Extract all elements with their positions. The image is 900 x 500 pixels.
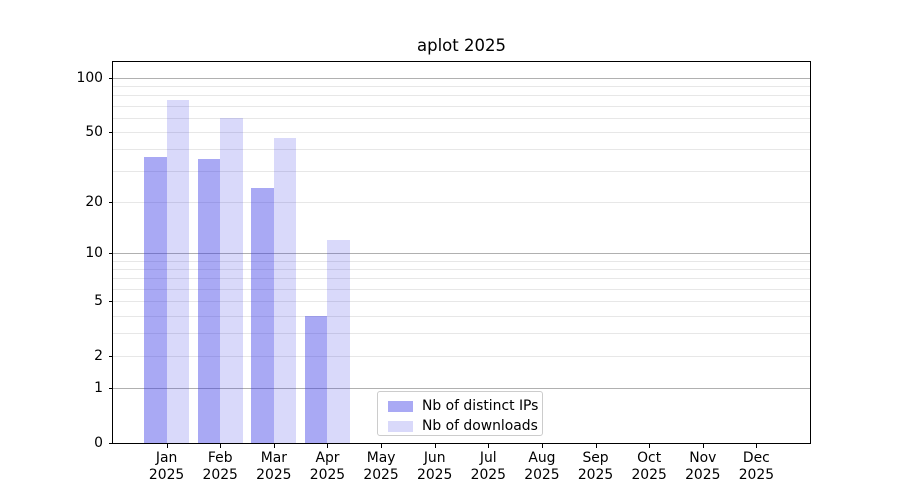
y-tick-label: 10 bbox=[85, 245, 103, 262]
y-tick-mark bbox=[109, 201, 113, 203]
x-tick-mark bbox=[702, 444, 704, 448]
y-minor-gridline bbox=[113, 301, 810, 303]
bar-downloads bbox=[273, 138, 297, 443]
y-minor-gridline bbox=[113, 269, 810, 271]
x-tick-mark bbox=[434, 444, 436, 448]
x-tick-mark bbox=[166, 444, 168, 448]
y-minor-gridline bbox=[113, 260, 810, 262]
y-tick-label: 100 bbox=[76, 69, 103, 86]
x-tick-mark bbox=[273, 444, 275, 448]
y-tick-mark bbox=[109, 443, 113, 444]
legend: Nb of distinct IPs Nb of downloads bbox=[377, 391, 543, 436]
x-tick-label: Oct 2025 bbox=[631, 450, 667, 483]
x-tick-label: Aug 2025 bbox=[524, 450, 560, 483]
bar-distinct-ips bbox=[197, 159, 221, 443]
y-tick-label: 20 bbox=[85, 193, 103, 210]
y-tick-mark bbox=[109, 131, 113, 133]
x-tick-mark bbox=[541, 444, 543, 448]
legend-label: Nb of downloads bbox=[422, 418, 538, 434]
x-tick-mark bbox=[488, 444, 490, 448]
x-tick-label: Apr 2025 bbox=[309, 450, 346, 483]
bar-downloads bbox=[220, 117, 243, 443]
y-minor-gridline bbox=[113, 117, 810, 119]
y-tick-label: 0 bbox=[94, 435, 103, 451]
x-tick-label: Jun 2025 bbox=[417, 450, 453, 483]
plot-area bbox=[112, 61, 811, 444]
y-major-gridline bbox=[113, 388, 810, 390]
x-tick-mark bbox=[649, 444, 651, 448]
y-minor-gridline bbox=[113, 148, 810, 150]
x-tick-label: Jul 2025 bbox=[470, 450, 506, 483]
y-tick-label: 2 bbox=[94, 348, 103, 365]
y-minor-gridline bbox=[113, 171, 810, 173]
y-minor-gridline bbox=[113, 201, 810, 203]
x-tick-mark bbox=[381, 444, 383, 448]
bar-distinct-ips bbox=[304, 315, 328, 443]
x-tick-label: Feb 2025 bbox=[202, 450, 238, 483]
legend-swatch bbox=[388, 420, 413, 432]
legend-label: Nb of distinct IPs bbox=[422, 398, 539, 414]
x-tick-label: May 2025 bbox=[363, 450, 399, 483]
y-minor-gridline bbox=[113, 95, 810, 97]
y-tick-label: 1 bbox=[94, 380, 103, 397]
y-minor-gridline bbox=[113, 131, 810, 133]
bar-downloads bbox=[327, 239, 350, 443]
y-tick-mark bbox=[109, 388, 113, 390]
bar-distinct-ips bbox=[144, 157, 167, 443]
x-tick-mark bbox=[756, 444, 758, 448]
legend-swatch bbox=[388, 400, 413, 412]
legend-item: Nb of downloads bbox=[388, 417, 542, 435]
y-minor-gridline bbox=[113, 356, 810, 358]
y-minor-gridline bbox=[113, 315, 810, 317]
y-tick-label: 50 bbox=[85, 123, 103, 140]
y-minor-gridline bbox=[113, 105, 810, 107]
bar-downloads bbox=[166, 100, 190, 443]
x-tick-mark bbox=[327, 444, 329, 448]
y-tick-mark bbox=[109, 356, 113, 358]
legend-item: Nb of distinct IPs bbox=[388, 397, 542, 415]
y-major-gridline bbox=[113, 77, 810, 79]
x-tick-label: Jan 2025 bbox=[148, 450, 185, 483]
x-tick-label: Mar 2025 bbox=[256, 450, 292, 483]
x-tick-label: Dec 2025 bbox=[738, 450, 775, 483]
y-tick-mark bbox=[109, 77, 113, 79]
y-minor-gridline bbox=[113, 288, 810, 290]
y-tick-mark bbox=[109, 301, 113, 303]
y-tick-mark bbox=[109, 253, 113, 255]
x-tick-mark bbox=[220, 444, 222, 448]
bar-distinct-ips bbox=[251, 188, 274, 443]
y-tick-label: 5 bbox=[94, 293, 103, 310]
chart-title: aplot 2025 bbox=[417, 36, 506, 55]
x-tick-label: Nov 2025 bbox=[685, 450, 721, 483]
x-tick-label: Sep 2025 bbox=[577, 450, 614, 483]
y-minor-gridline bbox=[113, 85, 810, 87]
y-major-gridline bbox=[113, 253, 810, 255]
x-tick-mark bbox=[595, 444, 597, 448]
y-minor-gridline bbox=[113, 333, 810, 335]
y-minor-gridline bbox=[113, 278, 810, 280]
